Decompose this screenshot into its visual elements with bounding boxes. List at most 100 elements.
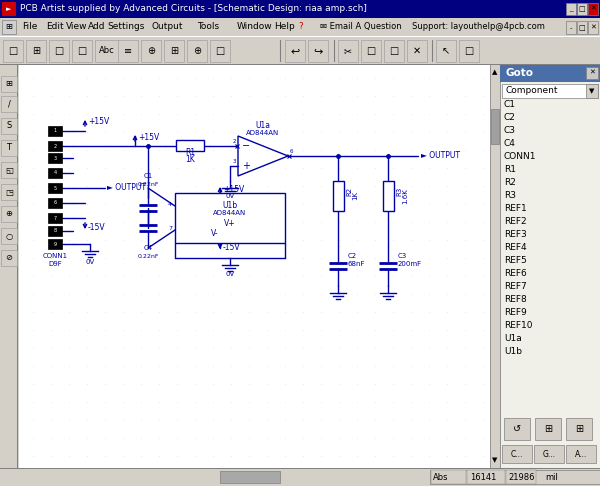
Text: _: _ — [569, 6, 573, 12]
Text: □: □ — [77, 46, 86, 56]
Text: REF4: REF4 — [504, 243, 527, 252]
Text: U1a: U1a — [256, 121, 271, 130]
Text: REF3: REF3 — [504, 230, 527, 239]
Text: REF10: REF10 — [504, 321, 533, 330]
Bar — [566, 21, 576, 34]
Text: ▼: ▼ — [493, 457, 497, 463]
Bar — [0, 36, 600, 37]
Bar — [361, 40, 381, 62]
Text: 16141: 16141 — [470, 472, 496, 482]
Text: V+: V+ — [224, 219, 236, 228]
Bar — [490, 64, 500, 468]
Bar — [0, 36, 600, 37]
Text: ↖: ↖ — [442, 46, 450, 56]
Text: ⊞: ⊞ — [544, 424, 552, 434]
Text: ► OUTPUT: ► OUTPUT — [421, 152, 460, 160]
Bar — [48, 226, 62, 236]
Text: ►: ► — [7, 6, 11, 12]
Text: □: □ — [55, 46, 64, 56]
Text: R3: R3 — [396, 186, 402, 196]
Bar — [338, 40, 358, 62]
Text: -15V: -15V — [88, 223, 106, 231]
Bar — [220, 471, 280, 483]
Text: ○: ○ — [5, 231, 13, 241]
Text: File: File — [22, 22, 37, 32]
Bar — [586, 84, 598, 98]
Bar — [0, 0, 600, 18]
Bar — [1, 118, 17, 134]
Text: □: □ — [464, 46, 473, 56]
Text: Settings: Settings — [107, 22, 145, 32]
Text: R2: R2 — [346, 187, 352, 195]
Bar — [1, 140, 17, 156]
Text: C4: C4 — [504, 139, 516, 148]
Text: +15V: +15V — [223, 185, 244, 193]
Bar — [1, 228, 17, 244]
Text: 6: 6 — [290, 149, 293, 154]
Text: Help: Help — [274, 22, 295, 32]
Text: ↪: ↪ — [313, 46, 323, 56]
Text: C3: C3 — [504, 126, 516, 135]
Bar — [502, 84, 598, 98]
Bar — [48, 141, 62, 151]
Bar — [72, 40, 92, 62]
Bar — [0, 64, 18, 468]
Bar — [459, 40, 479, 62]
Text: V-: V- — [211, 229, 219, 238]
Text: 0V: 0V — [226, 271, 235, 277]
Text: ⊞: ⊞ — [5, 22, 13, 32]
Text: 1.6K: 1.6K — [402, 188, 408, 204]
Bar — [48, 126, 62, 136]
Bar — [588, 3, 598, 15]
Bar — [588, 21, 598, 34]
Text: 21986: 21986 — [508, 472, 535, 482]
Bar — [0, 468, 600, 486]
Bar — [1, 76, 17, 92]
Text: ⊕: ⊕ — [5, 209, 13, 219]
Bar — [18, 469, 490, 485]
Bar — [383, 181, 394, 211]
Text: ✉ Email A Question    Support: layouthelp@4pcb.com: ✉ Email A Question Support: layouthelp@4… — [320, 22, 545, 32]
Text: 7: 7 — [168, 226, 172, 231]
Bar — [48, 183, 62, 193]
Bar — [467, 470, 505, 484]
Text: ⊕: ⊕ — [193, 46, 201, 56]
Bar — [210, 40, 230, 62]
Bar — [26, 40, 46, 62]
Bar — [95, 40, 119, 62]
Text: □: □ — [215, 46, 224, 56]
Bar — [308, 40, 328, 62]
Text: CONN1: CONN1 — [504, 152, 536, 161]
Bar — [1, 250, 17, 266]
Text: □: □ — [578, 6, 586, 12]
Text: 7: 7 — [53, 215, 56, 221]
Text: 1K: 1K — [352, 191, 358, 201]
Text: REF6: REF6 — [504, 269, 527, 278]
Text: U1b: U1b — [504, 347, 522, 356]
Text: 2: 2 — [233, 139, 236, 144]
Text: ✕: ✕ — [590, 25, 596, 31]
Text: 3: 3 — [53, 156, 56, 160]
Text: S: S — [7, 122, 11, 131]
Bar — [577, 21, 587, 34]
Text: R1: R1 — [504, 165, 516, 174]
Text: C3: C3 — [398, 253, 407, 259]
Bar — [48, 213, 62, 223]
Text: ✕: ✕ — [590, 6, 596, 12]
Text: 0V: 0V — [85, 259, 95, 265]
Text: ⊞: ⊞ — [5, 80, 13, 88]
Text: ↺: ↺ — [513, 424, 521, 434]
Text: Goto: Goto — [505, 68, 533, 78]
Text: □: □ — [389, 46, 398, 56]
Bar — [187, 40, 207, 62]
Bar — [18, 64, 490, 468]
Text: □: □ — [367, 46, 376, 56]
Text: AD844AN: AD844AN — [247, 130, 280, 136]
Text: ✕: ✕ — [589, 70, 595, 76]
Text: View: View — [66, 22, 88, 32]
Bar — [175, 193, 285, 243]
Bar — [17, 64, 18, 468]
Bar — [566, 418, 592, 440]
Text: ▼: ▼ — [589, 88, 595, 94]
Text: T: T — [7, 143, 11, 153]
